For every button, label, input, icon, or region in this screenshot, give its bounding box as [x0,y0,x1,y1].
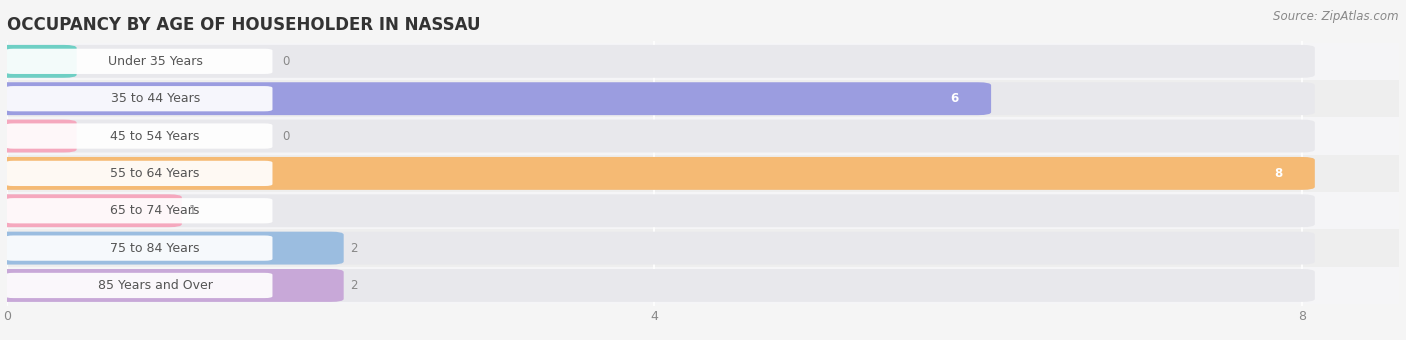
Text: 1: 1 [188,204,195,217]
FancyBboxPatch shape [7,230,1399,267]
FancyBboxPatch shape [6,123,273,149]
FancyBboxPatch shape [0,120,77,152]
FancyBboxPatch shape [0,232,343,265]
Text: OCCUPANCY BY AGE OF HOUSEHOLDER IN NASSAU: OCCUPANCY BY AGE OF HOUSEHOLDER IN NASSA… [7,16,481,34]
FancyBboxPatch shape [7,117,1399,155]
Text: 2: 2 [350,242,357,255]
Text: 0: 0 [283,55,290,68]
FancyBboxPatch shape [7,80,1399,117]
FancyBboxPatch shape [0,232,1315,265]
FancyBboxPatch shape [6,161,273,186]
FancyBboxPatch shape [0,269,343,302]
FancyBboxPatch shape [0,194,1315,227]
Text: 8: 8 [1274,167,1282,180]
Text: 45 to 54 Years: 45 to 54 Years [111,130,200,142]
FancyBboxPatch shape [7,42,1399,80]
Text: 35 to 44 Years: 35 to 44 Years [111,92,200,105]
FancyBboxPatch shape [6,273,273,298]
Text: 0: 0 [283,130,290,142]
Text: 6: 6 [950,92,959,105]
Text: 75 to 84 Years: 75 to 84 Years [111,242,200,255]
FancyBboxPatch shape [6,198,273,223]
Text: 55 to 64 Years: 55 to 64 Years [111,167,200,180]
Text: 65 to 74 Years: 65 to 74 Years [111,204,200,217]
FancyBboxPatch shape [6,49,273,74]
FancyBboxPatch shape [7,267,1399,304]
FancyBboxPatch shape [6,86,273,111]
Text: 85 Years and Over: 85 Years and Over [97,279,212,292]
FancyBboxPatch shape [0,269,1315,302]
FancyBboxPatch shape [6,236,273,261]
FancyBboxPatch shape [7,192,1399,230]
FancyBboxPatch shape [0,157,1315,190]
Text: Source: ZipAtlas.com: Source: ZipAtlas.com [1274,10,1399,23]
FancyBboxPatch shape [0,194,181,227]
FancyBboxPatch shape [0,82,1315,115]
Text: Under 35 Years: Under 35 Years [108,55,202,68]
FancyBboxPatch shape [0,45,1315,78]
FancyBboxPatch shape [7,155,1399,192]
FancyBboxPatch shape [0,157,1315,190]
FancyBboxPatch shape [0,120,1315,152]
Text: 2: 2 [350,279,357,292]
FancyBboxPatch shape [0,45,77,78]
FancyBboxPatch shape [0,82,991,115]
